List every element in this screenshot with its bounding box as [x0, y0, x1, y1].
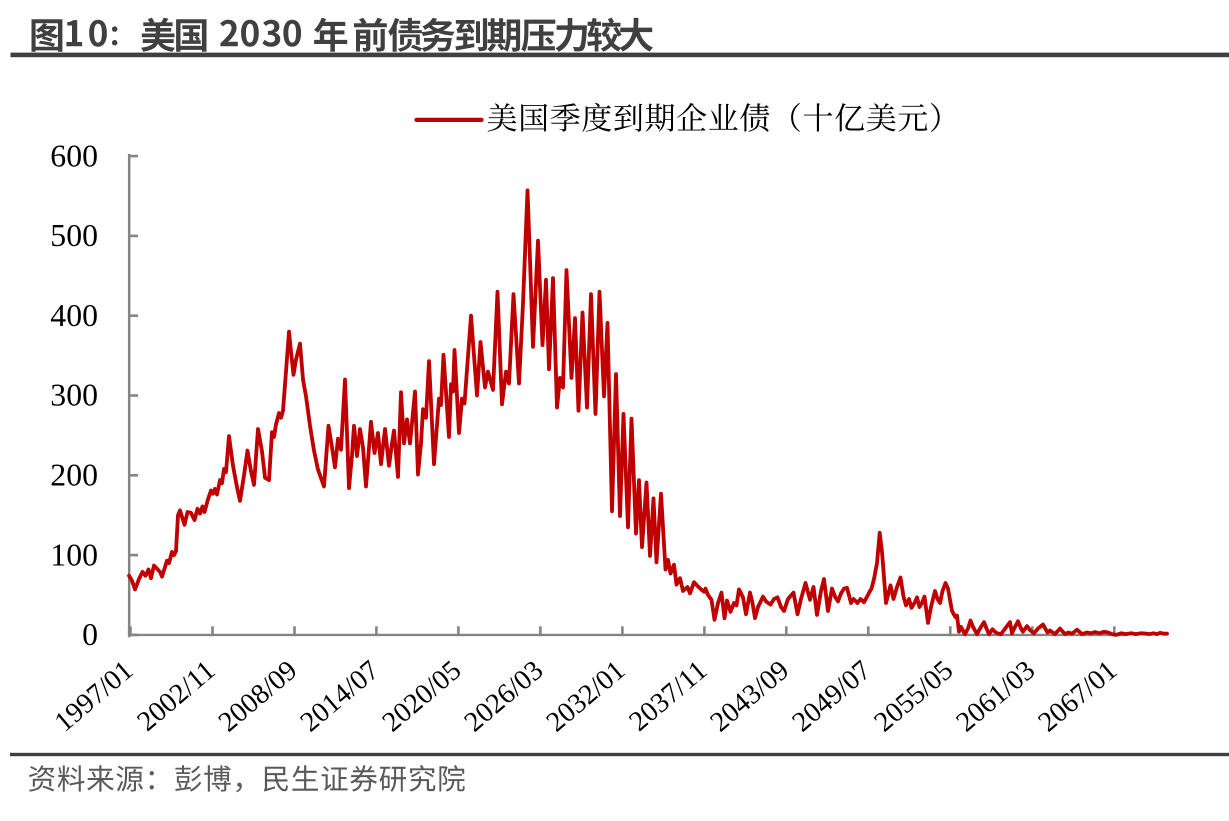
svg-text:500: 500	[50, 218, 98, 253]
svg-text:600: 600	[50, 138, 98, 173]
svg-text:200: 200	[50, 458, 98, 493]
svg-text:100: 100	[50, 537, 98, 572]
svg-text:400: 400	[50, 298, 98, 333]
svg-text:0: 0	[82, 617, 98, 652]
svg-text:300: 300	[50, 378, 98, 413]
